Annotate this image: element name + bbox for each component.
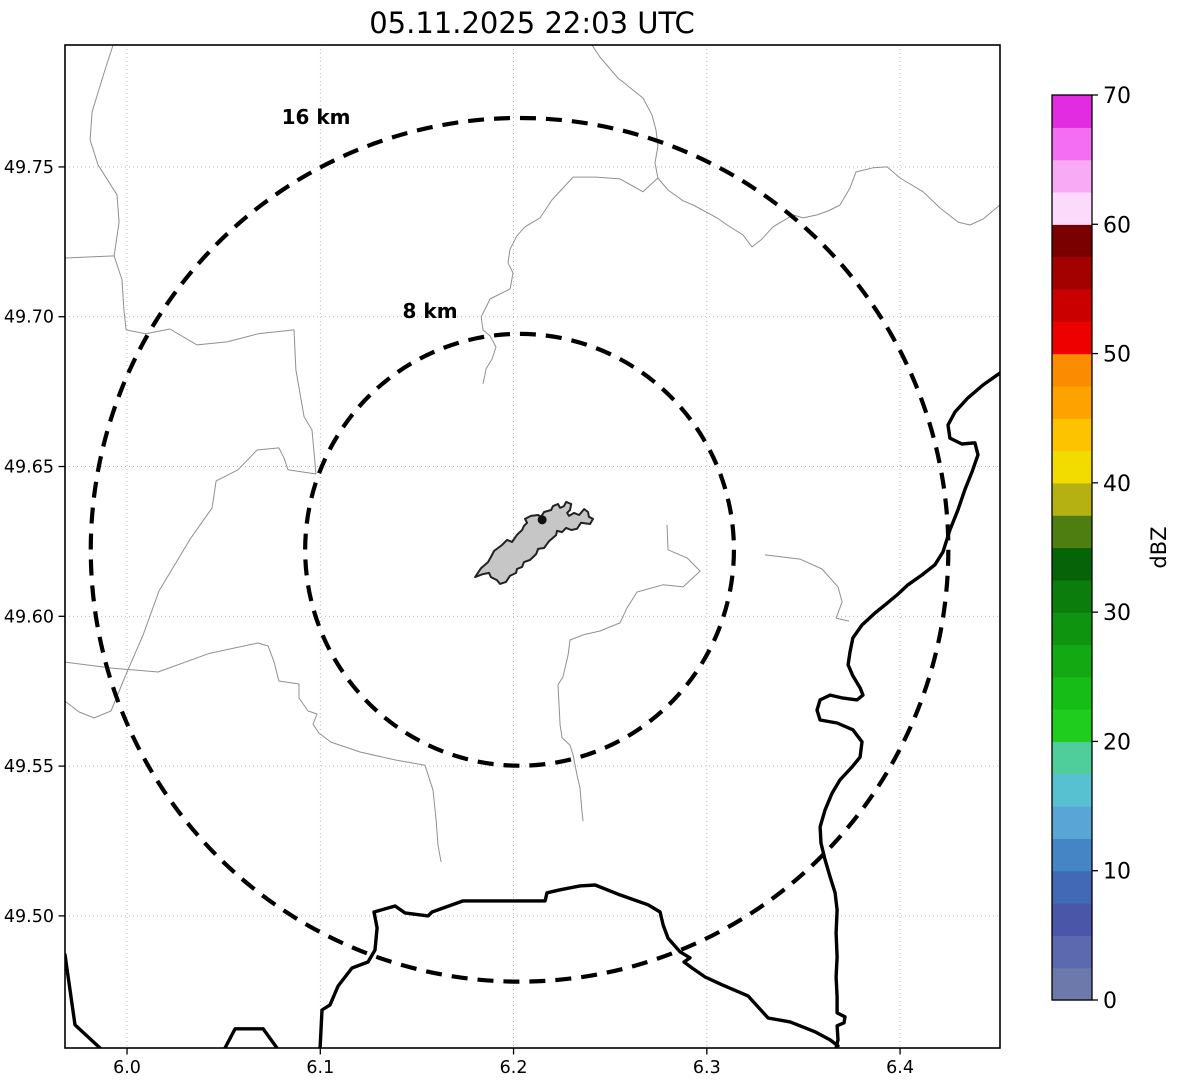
range-ring-label: 16 km <box>282 105 351 129</box>
waterway-line <box>65 255 115 259</box>
colorbar-tick-label: 10 <box>1103 860 1131 885</box>
colorbar-segment <box>1052 967 1092 1001</box>
colorbar-segment <box>1052 321 1092 355</box>
country-border-line <box>223 1027 279 1048</box>
waterway-line <box>591 45 659 179</box>
y-tick-label: 49.65 <box>4 458 54 478</box>
waterway-line <box>65 447 317 719</box>
colorbar-tick-label: 30 <box>1103 601 1131 626</box>
colorbar-segment <box>1052 288 1092 322</box>
colorbar-segment <box>1052 838 1092 872</box>
waterway-line <box>89 45 127 330</box>
country-border-line <box>318 883 840 1048</box>
map-layer <box>65 45 1000 1048</box>
colorbar-segment <box>1052 935 1092 969</box>
waterway-line <box>480 176 659 384</box>
y-tick-label: 49.75 <box>4 158 54 178</box>
axis-layer: 6.0 6.1 6.2 6.3 6.4 49.75 49.70 49.65 49.60 49.55… <box>4 158 914 1078</box>
colorbar-segment <box>1052 353 1092 387</box>
colorbar-tick-label: 0 <box>1103 989 1117 1014</box>
country-border-line <box>815 371 1000 1048</box>
colorbar: 0 10 20 30 40 50 60 70 dBZ <box>1051 84 1171 1014</box>
colorbar-segment <box>1052 450 1092 484</box>
colorbar-tick-label: 50 <box>1103 343 1131 368</box>
colorbar-segment <box>1052 806 1092 839</box>
x-tick-label: 6.0 <box>113 1058 141 1078</box>
colorbar-segment <box>1052 773 1092 807</box>
range-ring-label: 8 km <box>403 299 458 323</box>
colorbar-segment <box>1052 256 1092 290</box>
colorbar-segment <box>1052 709 1092 743</box>
colorbar-segment <box>1052 159 1092 193</box>
colorbar-segment <box>1052 515 1092 549</box>
x-tick-label: 6.4 <box>886 1058 914 1078</box>
waterway-line <box>65 642 442 863</box>
x-tick-label: 6.2 <box>500 1058 528 1078</box>
waterway-line <box>557 524 701 822</box>
colorbar-frame <box>1051 94 1093 1001</box>
colorbar-segment <box>1052 224 1092 258</box>
colorbar-segment <box>1052 547 1092 581</box>
plot-title: 05.11.2025 22:03 UTC <box>369 6 695 40</box>
colorbar-segment <box>1052 579 1092 613</box>
colorbar-segment <box>1052 418 1092 452</box>
y-tick-label: 49.70 <box>4 308 54 328</box>
radar-site-marker <box>537 515 547 525</box>
colorbar-segment <box>1052 612 1092 646</box>
waterway-line <box>657 166 1000 248</box>
colorbar-segment <box>1052 676 1092 710</box>
y-tick-label: 49.55 <box>4 757 54 777</box>
waterway-line <box>764 554 850 622</box>
colorbar-segment <box>1052 870 1092 904</box>
colorbar-segment <box>1052 903 1092 936</box>
colorbar-axis-label: dBZ <box>1147 526 1171 568</box>
waterway-line <box>126 328 295 346</box>
label-layer: 16 km 8 km <box>282 105 458 323</box>
colorbar-tick-label: 60 <box>1103 213 1131 238</box>
colorbar-segment <box>1052 385 1092 419</box>
colorbar-segment <box>1052 644 1092 678</box>
range-ring-16km <box>88 115 951 984</box>
y-tick-label: 49.50 <box>4 907 54 927</box>
colorbar-tick-label: 20 <box>1103 730 1131 755</box>
country-border-line <box>65 953 102 1048</box>
colorbar-segment <box>1052 191 1092 225</box>
plot-frame <box>64 44 1001 1049</box>
colorbar-tick-label: 40 <box>1103 472 1131 497</box>
waterway-line <box>293 329 317 475</box>
y-tick-label: 49.60 <box>4 607 54 627</box>
city-boundary-polygon <box>474 500 594 585</box>
x-tick-label: 6.3 <box>693 1058 721 1078</box>
range-ring-8km <box>303 331 737 768</box>
colorbar-tick-label: 70 <box>1103 84 1131 109</box>
colorbar-segment <box>1052 482 1092 516</box>
colorbar-segment <box>1052 95 1092 128</box>
colorbar-segment <box>1052 741 1092 775</box>
colorbar-segment <box>1052 127 1092 161</box>
range-ring-layer <box>88 115 951 984</box>
x-tick-label: 6.1 <box>306 1058 334 1078</box>
